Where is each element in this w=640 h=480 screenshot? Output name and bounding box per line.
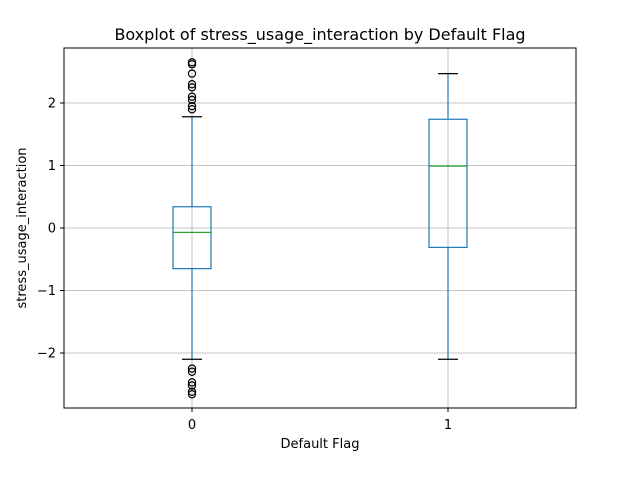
chart-title: Boxplot of stress_usage_interaction by D…	[114, 25, 525, 45]
outlier-point	[187, 83, 197, 92]
outlier-point	[187, 387, 197, 396]
box-iqr	[428, 118, 468, 248]
y-tick-label: 1	[48, 159, 56, 174]
outlier-point	[187, 381, 197, 390]
y-axis-label: stress_usage_interaction	[15, 147, 30, 308]
tick-layer: −2 −1 0 1 2 0 1	[37, 97, 452, 434]
outlier-point	[187, 69, 197, 78]
y-tick-label: 2	[48, 97, 56, 112]
y-tick-label: −2	[37, 347, 56, 362]
x-tick-label: 0	[188, 418, 196, 433]
x-tick-label: 1	[444, 418, 452, 433]
outlier-point	[187, 364, 197, 373]
outlier-point	[187, 105, 197, 114]
outlier-point	[187, 95, 197, 105]
y-tick-label: −1	[37, 284, 56, 299]
box-iqr	[172, 206, 212, 270]
box-layer	[172, 58, 468, 399]
outlier-point	[187, 378, 197, 387]
outlier-point	[187, 390, 197, 399]
y-tick-label: 0	[48, 222, 56, 237]
outlier-point	[187, 367, 197, 376]
outlier-point	[187, 101, 197, 111]
outlier-point	[187, 80, 197, 89]
outlier-point	[187, 92, 197, 101]
x-axis-label: Default Flag	[281, 437, 360, 452]
outlier-point	[187, 58, 197, 67]
